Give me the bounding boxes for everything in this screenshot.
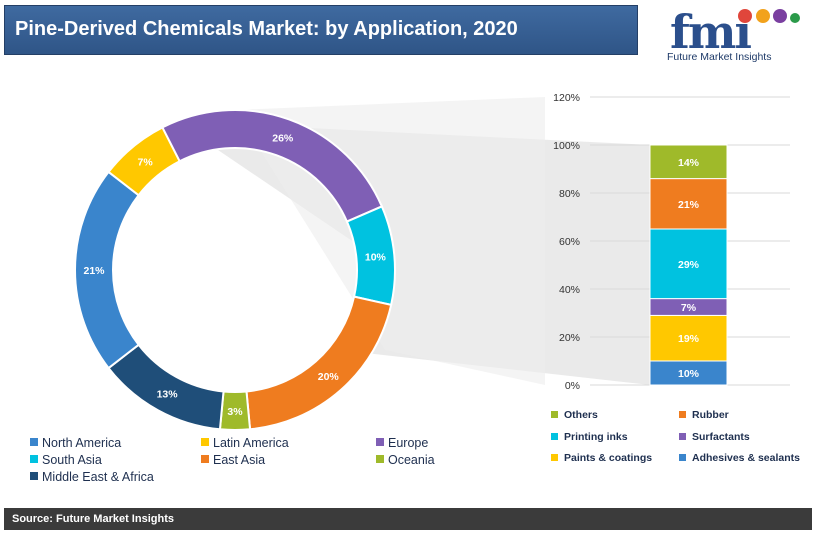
donut-slice-latin-america <box>107 126 181 197</box>
legend-label: South Asia <box>42 453 102 467</box>
legend-item: Middle East & Africa <box>30 470 154 484</box>
legend-item: South Asia <box>30 453 102 467</box>
chart-title: Pine-Derived Chemicals Market: by Applic… <box>15 18 518 40</box>
legend-label: Middle East & Africa <box>42 470 154 484</box>
legend-swatch <box>679 433 686 440</box>
fmi-logo: fmi <box>670 5 800 59</box>
legend-item: Printing inks <box>551 431 628 443</box>
legend-item: Rubber <box>679 409 729 421</box>
y-tick-label: 80% <box>559 188 580 200</box>
legend-label: Adhesives & sealants <box>692 452 800 464</box>
legend-item: Latin America <box>201 436 289 450</box>
legend-swatch <box>376 455 384 463</box>
donut-slice-east-asia <box>245 295 393 431</box>
legend-label: North America <box>42 436 122 450</box>
chart-area: 0% 20% 40% 60% 80% 100% 120% 26% 10% 20% 3% 13% 21%… <box>74 92 790 431</box>
legend-swatch <box>201 438 209 446</box>
legend-swatch <box>551 454 558 461</box>
stacked-bar-chart: 10% 19% 7% 29% 21% 14% <box>649 144 728 386</box>
bar-data-label: 14% <box>678 157 700 169</box>
bar-segment-adhesives-sealants <box>649 360 728 386</box>
donut-data-label: 7% <box>138 156 154 168</box>
legend-item: Oceania <box>376 453 435 467</box>
bar-data-label: 29% <box>678 259 700 271</box>
legend-label: Rubber <box>692 409 729 421</box>
donut-data-label: 13% <box>157 389 179 401</box>
legend-swatch <box>30 472 38 480</box>
donut-data-label: 3% <box>227 406 243 418</box>
legend-item: Europe <box>376 436 428 450</box>
bar-data-label: 21% <box>678 199 700 211</box>
legend-swatch <box>679 454 686 461</box>
legend-swatch <box>30 438 38 446</box>
legend-item: Adhesives & sealants <box>679 452 800 464</box>
legend-label: Others <box>564 409 598 421</box>
bar-data-label: 10% <box>678 368 700 380</box>
legend-swatch <box>201 455 209 463</box>
bar-segment-others <box>649 144 728 180</box>
y-tick-label: 20% <box>559 332 580 344</box>
legend-item: North America <box>30 436 121 450</box>
bar-segment-paints-coatings <box>649 314 728 362</box>
donut-slice-middle-east-africa <box>107 343 225 431</box>
legend-label: Surfactants <box>692 431 750 443</box>
legend-item: Surfactants <box>679 431 750 443</box>
legend-swatch <box>679 411 686 418</box>
legend-label: Latin America <box>213 436 289 450</box>
legend-label: East Asia <box>213 453 266 467</box>
donut-data-label: 26% <box>272 132 294 144</box>
y-tick-label: 120% <box>553 92 580 104</box>
donut-chart: 26% 10% 20% 3% 13% 21% 7% <box>74 109 396 431</box>
legend-item: Paints & coatings <box>551 452 652 464</box>
legend-item: Others <box>551 409 598 421</box>
legend-label: Europe <box>388 436 429 450</box>
logo-caption: Future Market Insights <box>667 51 772 63</box>
y-tick-label: 60% <box>559 236 580 248</box>
y-tick-label: 40% <box>559 284 580 296</box>
legend-swatch <box>30 455 38 463</box>
donut-data-label: 10% <box>365 252 387 264</box>
bar-segment-rubber <box>649 178 728 230</box>
bar-data-label: 7% <box>681 302 697 314</box>
donut-data-label: 21% <box>83 265 105 277</box>
title-bar: Pine-Derived Chemicals Market: by Applic… <box>4 5 638 55</box>
y-tick-label: 100% <box>553 140 580 152</box>
bar-segment-printing-inks <box>649 228 728 300</box>
donut-data-label: 20% <box>318 371 340 383</box>
source-bar: Source: Future Market Insights <box>4 508 812 530</box>
legend-label: Oceania <box>388 453 435 467</box>
legend-swatch <box>551 411 558 418</box>
legend-swatch <box>551 433 558 440</box>
legend-label: Paints & coatings <box>564 452 653 464</box>
y-tick-label: 0% <box>565 380 580 392</box>
source-text: Source: Future Market Insights <box>12 513 174 525</box>
legend-swatch <box>376 438 384 446</box>
legend-item: East Asia <box>201 453 265 467</box>
legend-label: Printing inks <box>564 431 628 443</box>
bar-data-label: 19% <box>678 333 700 345</box>
bar-gridlines: 0% 20% 40% 60% 80% 100% 120% <box>553 92 790 392</box>
